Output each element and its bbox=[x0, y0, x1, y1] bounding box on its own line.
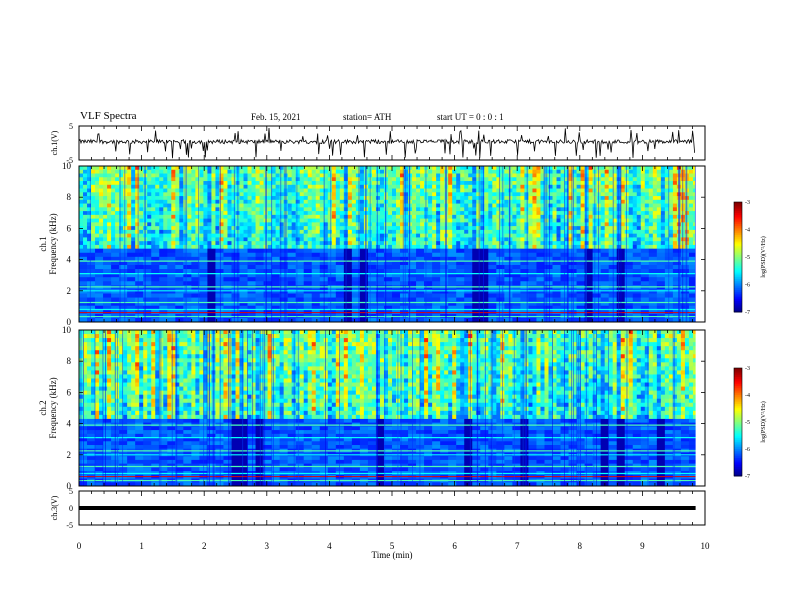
ch3-voltage-panel: 5 0 -5 ch.3(V) 0 1 2 3 4 5 6 7 8 9 10 Time (min) bbox=[50, 487, 710, 560]
ch1-colorbar-tick-label: -5 bbox=[745, 255, 750, 261]
ch3-ytick-label: 0 bbox=[69, 504, 73, 513]
ch2-colorbar-label: log(PSD)(V²/Hz) bbox=[760, 401, 767, 442]
ch2-spectrogram-ylabel-channel: ch.2 bbox=[38, 400, 48, 415]
ch2-spectrogram-ytick-label: 2 bbox=[67, 450, 72, 460]
ch2-colorbar-tick-label: -5 bbox=[745, 420, 750, 426]
ch1-spectrogram-ylabel-frequency: Frequency (kHz) bbox=[48, 213, 58, 274]
ch1-colorbar-tick-label: -6 bbox=[745, 283, 750, 289]
time-xtick-label: 10 bbox=[701, 541, 711, 551]
ch1-spectrogram-panel: 0 2 4 6 8 10 ch.1 Frequency (kHz) bbox=[38, 161, 706, 327]
ch1-spectrogram-ytick-label: 2 bbox=[67, 286, 72, 296]
time-xtick-label: 7 bbox=[515, 541, 520, 551]
ch1-spectrogram-ytick-label: 6 bbox=[67, 223, 72, 233]
time-xlabel: Time (min) bbox=[372, 550, 413, 560]
ch1-spectrogram-ytick-label: 4 bbox=[67, 255, 72, 265]
ch2-colorbar: -3 -4 -5 -6 -7 log(PSD)(V²/Hz) bbox=[733, 366, 767, 480]
ch2-spectrogram-ytick-label: 0 bbox=[67, 481, 72, 491]
ch2-colorbar-tick-label: -6 bbox=[745, 447, 750, 453]
ch1-spectrogram-ylabel-channel: ch.1 bbox=[38, 236, 48, 251]
ch2-spectrogram-ytick-label: 8 bbox=[67, 356, 72, 366]
ch2-spectrogram-ylabel-frequency: Frequency (kHz) bbox=[48, 377, 58, 438]
ch2-colorbar-tick-label: -7 bbox=[745, 474, 750, 480]
time-xtick-label: 9 bbox=[640, 541, 645, 551]
time-xtick-label: 2 bbox=[202, 541, 207, 551]
ch1-spectrogram-ytick-label: 0 bbox=[67, 317, 72, 327]
ch2-colorbar-tick-label: -3 bbox=[745, 366, 750, 372]
ch2-spectrogram-ytick-label: 6 bbox=[67, 387, 72, 397]
station-label: station= ATH bbox=[343, 112, 392, 122]
time-xtick-label: 6 bbox=[452, 541, 457, 551]
ch2-colorbar-frame bbox=[733, 367, 743, 477]
ch1-ylabel: ch.1(V) bbox=[50, 130, 59, 155]
start-time-label: start UT = 0 : 0 : 1 bbox=[437, 112, 504, 122]
ch3-ytick-label: -5 bbox=[66, 521, 73, 530]
ch1-colorbar-frame bbox=[733, 201, 743, 313]
chart-title: VLF Spectra bbox=[80, 110, 137, 122]
ch1-spectrogram-ytick-label: 8 bbox=[67, 192, 72, 202]
ch1-colorbar-tick-label: -4 bbox=[745, 228, 750, 234]
ch1-spectrogram-ytick-label: 10 bbox=[62, 161, 72, 171]
ch3-ylabel: ch.3(V) bbox=[50, 495, 59, 520]
ch1-colorbar: -3 -4 -5 -6 -7 log(PSD)(V²/Hz) bbox=[733, 200, 767, 316]
time-xtick-label: 8 bbox=[578, 541, 583, 551]
ch1-ytick-label: -5 bbox=[66, 156, 73, 165]
ch1-voltage-panel: 5 -5 ch.1(V) bbox=[50, 122, 706, 165]
ch2-spectrogram-panel: 0 2 4 6 8 10 ch.2 Frequency (kHz) bbox=[38, 325, 706, 491]
ch1-colorbar-label: log(PSD)(V²/Hz) bbox=[760, 236, 767, 277]
time-xtick-label: 5 bbox=[390, 541, 395, 551]
time-xtick-label: 0 bbox=[77, 541, 82, 551]
ch1-trace-line bbox=[78, 127, 695, 159]
ch1-colorbar-tick-label: -3 bbox=[745, 200, 750, 206]
time-xtick-label: 4 bbox=[327, 541, 332, 551]
ch3-ytick-label: 5 bbox=[69, 487, 73, 496]
time-xtick-label: 1 bbox=[139, 541, 144, 551]
ch1-ytick-label: 5 bbox=[69, 122, 73, 131]
ch2-spectrogram-ytick-label: 4 bbox=[67, 419, 72, 429]
ch1-colorbar-tick-label: -7 bbox=[745, 310, 750, 316]
date-label: Feb. 15, 2021 bbox=[251, 112, 301, 122]
ch2-colorbar-tick-label: -4 bbox=[745, 393, 750, 399]
time-xtick-label: 3 bbox=[265, 541, 270, 551]
ch2-spectrogram-ytick-label: 10 bbox=[62, 325, 72, 335]
